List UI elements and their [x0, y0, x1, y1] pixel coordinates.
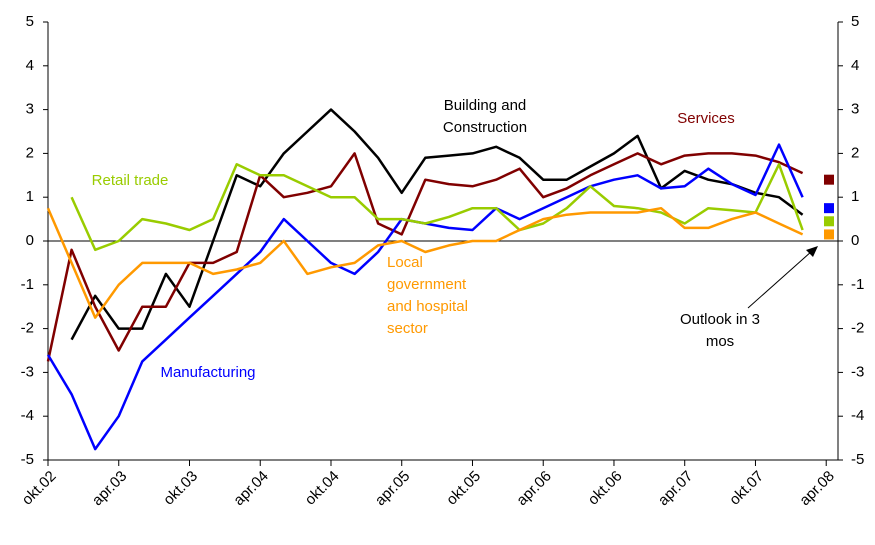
series-line	[46, 206, 804, 319]
annotation-arrowhead	[806, 246, 818, 257]
y2-tick-label: 3	[851, 101, 859, 118]
y2-tick-label: -3	[851, 363, 864, 380]
x-tick-label: apr.07	[655, 468, 697, 510]
outlook-marker	[824, 203, 834, 214]
y2-tick-label: -5	[851, 451, 864, 468]
x-tick-label: okt.02	[19, 468, 60, 509]
annotation: Local	[387, 254, 423, 271]
x-tick-label: apr.08	[796, 468, 838, 510]
y-tick-label: -2	[21, 320, 34, 337]
annotation: sector	[387, 320, 428, 337]
x-tick-label: apr.06	[513, 468, 555, 510]
series-line	[70, 163, 804, 252]
annotation: Services	[677, 110, 735, 127]
annotation: and hospital	[387, 298, 468, 315]
annotation: Building and	[444, 97, 527, 114]
y-tick-label: 3	[26, 101, 34, 118]
x-tick-label: apr.03	[89, 468, 131, 510]
y-tick-label: -1	[21, 276, 34, 293]
annotation: government	[387, 276, 467, 293]
y-tick-label: 2	[26, 144, 34, 161]
annotation: Manufacturing	[160, 364, 255, 381]
x-tick-label: okt.04	[302, 468, 343, 509]
y-tick-label: 0	[26, 232, 34, 249]
series-line	[46, 143, 804, 451]
x-tick-label: okt.03	[160, 468, 201, 509]
x-tick-label: apr.05	[372, 468, 414, 510]
outlook-marker	[824, 216, 834, 227]
series-line	[46, 152, 804, 362]
y2-tick-label: -4	[851, 407, 864, 424]
x-tick-label: apr.04	[230, 468, 272, 510]
annotation: Outlook in 3	[680, 311, 760, 328]
outlook-marker	[824, 174, 834, 185]
x-tick-label: okt.07	[726, 468, 767, 509]
annotation: Retail trade	[92, 172, 169, 189]
y-tick-label: 1	[26, 188, 34, 205]
x-tick-label: okt.06	[585, 468, 626, 509]
x-tick-label: okt.05	[443, 468, 484, 509]
y-tick-label: 5	[26, 13, 34, 30]
y-tick-label: -5	[21, 451, 34, 468]
series-line	[70, 108, 804, 341]
y2-tick-label: -1	[851, 276, 864, 293]
y2-tick-label: 1	[851, 188, 859, 205]
y2-tick-label: -2	[851, 320, 864, 337]
y-tick-label: 4	[26, 57, 34, 74]
y2-tick-label: 5	[851, 13, 859, 30]
y2-tick-label: 0	[851, 232, 859, 249]
y-tick-label: -3	[21, 363, 34, 380]
annotation: mos	[706, 333, 734, 350]
y2-tick-label: 2	[851, 144, 859, 161]
y2-tick-label: 4	[851, 57, 859, 74]
outlook-marker	[824, 229, 834, 240]
annotation: Construction	[443, 119, 527, 136]
annotation-arrow	[747, 250, 813, 309]
y-tick-label: -4	[21, 407, 34, 424]
